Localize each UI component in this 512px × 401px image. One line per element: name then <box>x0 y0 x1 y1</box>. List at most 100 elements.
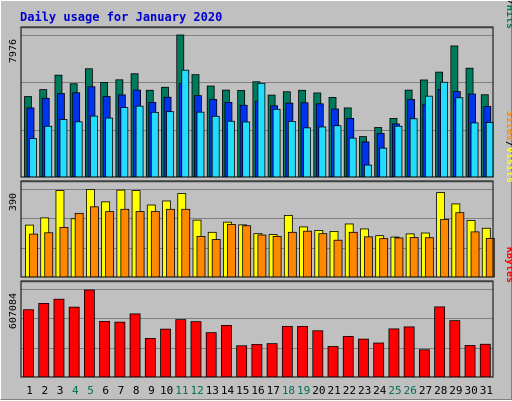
day-label: 18 <box>282 384 295 397</box>
day-label: 22 <box>343 384 356 397</box>
sites-bar <box>59 226 69 278</box>
kbytes-bar <box>175 319 187 378</box>
day-label: 25 <box>388 384 401 397</box>
day-label: 26 <box>404 384 417 397</box>
day-label: 16 <box>251 384 264 397</box>
pages-bar <box>333 125 342 178</box>
kbytes-bar <box>312 330 324 378</box>
sites-bar <box>440 219 449 278</box>
kbytes-bar <box>38 302 50 378</box>
sites-bar <box>120 208 130 278</box>
pages-bar <box>105 117 114 178</box>
sites-bar <box>287 231 297 278</box>
kbytes-bar <box>205 332 217 378</box>
pages-bar <box>257 82 266 178</box>
pages-bar <box>44 125 53 178</box>
kbytes-bar <box>160 328 171 378</box>
pages-bar <box>287 121 296 178</box>
sites-bar <box>90 206 99 278</box>
kbytes-bar <box>23 309 34 378</box>
sites-bar <box>364 236 373 278</box>
day-label: 30 <box>465 384 478 397</box>
day-label: 9 <box>148 384 155 397</box>
sites-bar <box>135 211 145 278</box>
pages-bar <box>303 127 311 178</box>
sites-bar <box>29 233 38 278</box>
sites-bar <box>150 211 160 278</box>
kbytes-bar <box>221 324 232 378</box>
visits-ymax-label: 390 <box>8 193 19 211</box>
day-label: 27 <box>419 384 432 397</box>
kbytes-bar <box>129 313 141 378</box>
legend-visits: Visits <box>504 147 512 183</box>
day-label: 21 <box>328 384 341 397</box>
sites-bar <box>318 233 328 278</box>
kbytes-bar <box>373 342 385 378</box>
kbytes-bar <box>251 343 263 378</box>
pages-bar <box>211 115 220 178</box>
sites-bar <box>242 225 252 278</box>
panel-hits-files-pages: 7976 Pages/Files/Hits <box>8 1 512 178</box>
pages-bar <box>227 120 235 178</box>
kbytes-bar <box>53 298 65 378</box>
kbytes-bar <box>114 321 126 378</box>
sites-bar <box>181 208 191 278</box>
sites-bar <box>227 224 236 278</box>
pages-bar <box>470 122 479 178</box>
day-label: 2 <box>42 384 49 397</box>
pages-bar <box>272 108 281 178</box>
legend-separator: / <box>504 1 512 5</box>
sites-bar <box>455 212 465 278</box>
kbytes-bar <box>236 345 248 378</box>
day-label: 4 <box>72 384 79 397</box>
pages-bar <box>424 95 433 178</box>
kbytes-bar <box>281 325 293 378</box>
day-label: 7 <box>118 384 125 397</box>
pages-bar <box>196 111 205 178</box>
pages-bar <box>318 126 327 178</box>
kbytes-bar <box>358 338 369 378</box>
day-label: 19 <box>297 384 310 397</box>
day-label: 1 <box>26 384 33 397</box>
legend-hits: Hits <box>504 5 512 29</box>
pages-bar <box>242 121 251 178</box>
pages-bar <box>455 97 464 178</box>
panel-hits-border <box>20 26 494 178</box>
day-label: 29 <box>449 384 462 397</box>
pages-bar <box>150 111 159 178</box>
sites-bar <box>257 234 267 278</box>
legend-separator: / <box>504 141 512 147</box>
kbytes-bar <box>464 345 476 378</box>
day-label: 6 <box>102 384 109 397</box>
sites-bar <box>409 237 419 278</box>
sites-bar <box>394 237 404 278</box>
pages-bar <box>166 111 174 178</box>
pages-bar <box>120 107 129 178</box>
pages-bar <box>29 138 37 178</box>
kbytes-ymax-label: 607084 <box>8 293 19 329</box>
sites-bar <box>470 231 480 278</box>
sites-bar <box>44 232 54 278</box>
day-label: 13 <box>206 384 219 397</box>
legend-kbytes: KBytes <box>504 247 512 283</box>
sites-bar <box>196 235 206 278</box>
legend-kbytes: KBytes <box>504 247 512 283</box>
day-label: 24 <box>373 384 387 397</box>
kbytes-bar <box>479 343 491 378</box>
panel-visits-sites: 390 Sites/Visits <box>8 111 512 278</box>
day-label: 12 <box>190 384 203 397</box>
day-label: 14 <box>221 384 235 397</box>
panel-visits-border <box>20 180 494 278</box>
sites-bar <box>74 212 84 278</box>
legend-hits-files-pages: Pages/Files/Hits <box>504 1 512 29</box>
pages-bar <box>348 137 357 178</box>
kbytes-bar <box>418 349 430 378</box>
kbytes-bar <box>297 325 308 378</box>
sites-bar <box>105 211 115 278</box>
panel-kbytes: 607084 KBytes <box>8 247 512 378</box>
hits-ymax-label: 7976 <box>8 39 19 63</box>
pages-bar <box>181 69 190 178</box>
kbytes-bar <box>388 328 400 378</box>
sites-bar <box>424 237 434 278</box>
